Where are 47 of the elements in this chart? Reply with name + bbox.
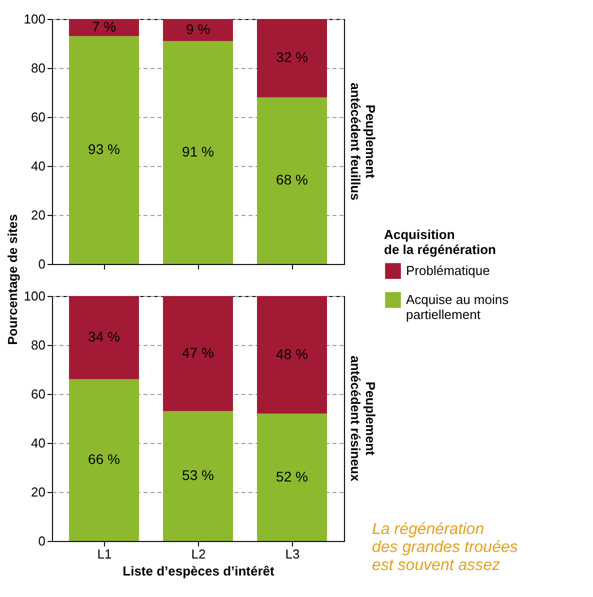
y-tick-label: 80 bbox=[31, 60, 46, 76]
y-tick-label: 80 bbox=[31, 338, 46, 352]
data-label: 91 % bbox=[182, 144, 214, 160]
bar bbox=[257, 296, 327, 414]
y-axis-title: Pourcentage de sites bbox=[4, 214, 20, 345]
y-tick-label: 40 bbox=[31, 158, 46, 174]
data-label: 34 % bbox=[88, 328, 120, 345]
data-label: 66 % bbox=[88, 451, 120, 468]
bar bbox=[69, 36, 139, 264]
x-axis-title: Liste d’espèces d’intérêt bbox=[122, 564, 276, 578]
x-tick-label: L1 bbox=[97, 546, 112, 562]
bar bbox=[257, 97, 327, 264]
legend-label: Problématique bbox=[406, 263, 490, 278]
y-tick-label: 20 bbox=[31, 208, 46, 222]
y-tick-label: 40 bbox=[31, 436, 46, 450]
bar bbox=[257, 19, 327, 98]
y2-axis-title: Peuplement antécédent feuillus bbox=[348, 82, 378, 200]
y-tick-label: 60 bbox=[31, 386, 46, 402]
bar bbox=[163, 411, 233, 541]
data-label: 7 % bbox=[92, 18, 116, 35]
legend-label: Acquise au moins partiellement bbox=[406, 292, 510, 322]
bar bbox=[69, 19, 139, 36]
bar bbox=[163, 296, 233, 412]
data-label: 52 % bbox=[276, 468, 308, 484]
data-label: 48 % bbox=[276, 346, 308, 362]
y-tick-label: 60 bbox=[31, 110, 46, 124]
y-tick-label: 0 bbox=[38, 534, 46, 548]
bar bbox=[257, 414, 327, 541]
text: La régénération des grandes trouées est souvent assez bbox=[372, 521, 518, 574]
data-label: 53 % bbox=[182, 467, 214, 484]
bar bbox=[163, 19, 233, 42]
x-tick-label: L3 bbox=[285, 546, 300, 562]
y-tick-label: 100 bbox=[24, 288, 46, 304]
legend-title: Acquisition de la régénération bbox=[384, 227, 496, 257]
x-tick-label: L2 bbox=[191, 546, 206, 562]
data-label: 47 % bbox=[182, 344, 214, 361]
data-label: 68 % bbox=[276, 172, 308, 188]
bar bbox=[69, 379, 139, 541]
data-label: 9 % bbox=[186, 21, 210, 38]
data-label: 93 % bbox=[88, 141, 120, 158]
y-tick-label: 20 bbox=[31, 484, 46, 500]
data-label: 32 % bbox=[276, 49, 308, 66]
y-tick-label: 100 bbox=[24, 12, 46, 26]
bar bbox=[69, 296, 139, 380]
y2-axis-title: Peuplement antécédent résineux bbox=[348, 356, 378, 482]
bar bbox=[163, 41, 233, 264]
y-tick-label: 0 bbox=[38, 256, 46, 272]
